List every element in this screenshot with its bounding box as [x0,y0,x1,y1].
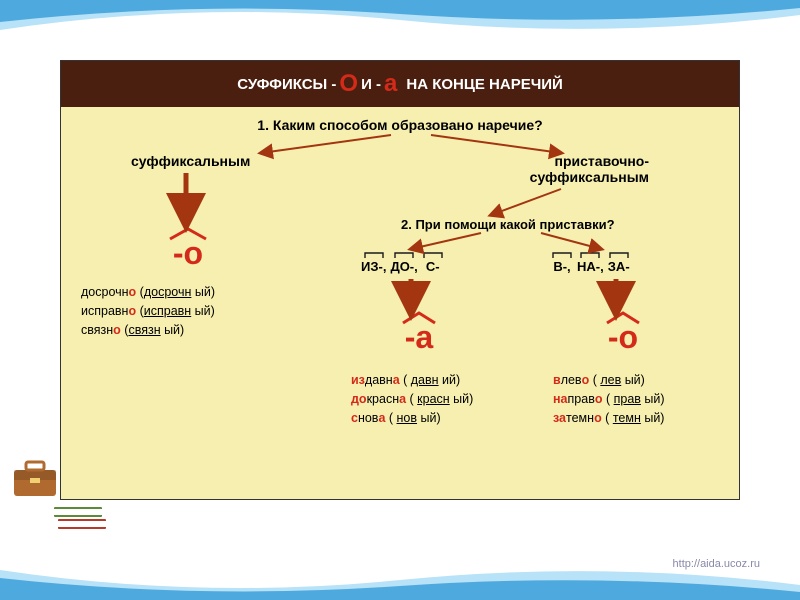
label-prefix-suffixal: приставочно- суффиксальным [530,153,649,185]
example-line: затемно ( темн ый) [553,409,665,428]
arrow-q2-to-left [411,233,481,249]
examples-iz-do-s: издавна ( давн ий)докрасна ( красн ый)сн… [351,371,473,427]
header-prefix: СУФФИКСЫ - [237,76,336,93]
books-icon [52,499,112,535]
example-line: исправно (исправн ый) [81,302,215,321]
question-1: 1. Каким способом образовано наречие? [61,117,739,133]
arrow-q1-to-prefsuf [431,135,561,153]
main-panel: СУФФИКСЫ - О И - а НА КОНЦЕ НАРЕЧИЙ 1. К… [60,60,740,500]
arrow-q1-to-suffixal [261,135,391,153]
examples-v-na-za: влево ( лев ый)направо ( прав ый)затемно… [553,371,665,427]
suffix-a-marker: -а [399,311,439,353]
example-line: снова ( нов ый) [351,409,473,428]
prefix-item: ИЗ-, [361,251,386,274]
header-bar: СУФФИКСЫ - О И - а НА КОНЦЕ НАРЕЧИЙ [61,61,739,107]
suffix-o-marker-2: -о [603,311,643,353]
example-line: издавна ( давн ий) [351,371,473,390]
prefix-item: В-, [551,251,573,274]
examples-suffixal: досрочно (досрочн ый)исправно (исправн ы… [81,283,215,339]
prefix-group-iz-do-s: ИЗ-,ДО-,С- [361,251,444,274]
example-line: влево ( лев ый) [553,371,665,390]
header-a: а [384,70,397,98]
example-line: направо ( прав ый) [553,390,665,409]
header-suffix: НА КОНЦЕ НАРЕЧИЙ [406,76,562,93]
arrow-prefsuf-to-q2 [491,189,561,215]
prefix-item: НА-, [577,251,604,274]
suffix-o-marker: -о [166,227,210,269]
example-line: досрочно (досрочн ый) [81,283,215,302]
prefix-group-v-na-za: В-,НА-,ЗА- [551,251,630,274]
header-o: О [339,70,358,98]
briefcase-icon [10,458,60,500]
question-2: 2. При помощи какой приставки? [401,217,615,232]
prefix-item: ДО-, [390,251,417,274]
footer-link: http://aida.ucoz.ru [673,558,760,570]
label-suffixal: суффиксальным [131,153,250,169]
example-line: докрасна ( красн ый) [351,390,473,409]
prefix-item: ЗА- [608,251,630,274]
content-area: 1. Каким способом образовано наречие? су… [61,107,739,499]
example-line: связно (связн ый) [81,321,215,340]
prefix-item: С- [422,251,444,274]
arrow-q2-to-right [541,233,601,249]
wave-top [0,0,800,40]
header-mid: И - [361,76,381,93]
